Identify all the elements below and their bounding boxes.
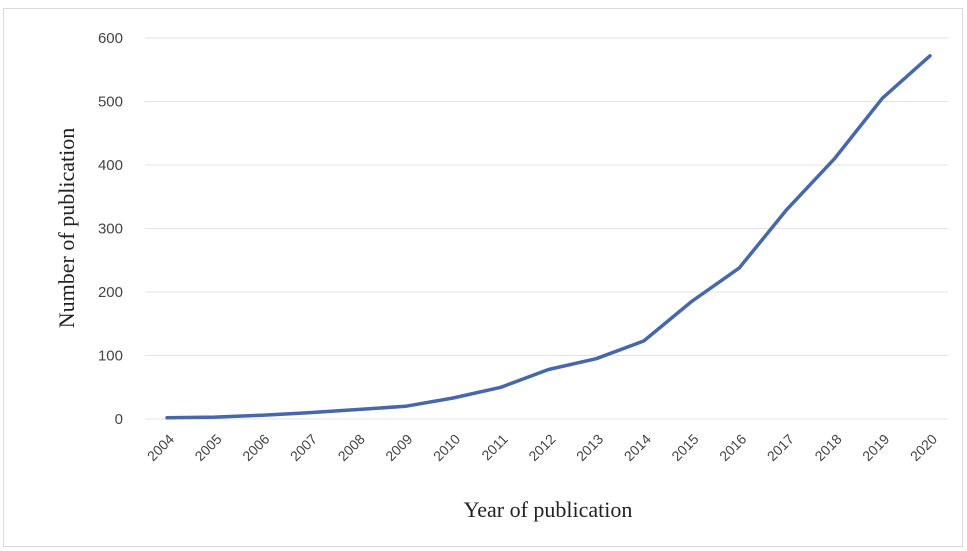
x-tick-label: 2007 [287,431,320,464]
series-line-0 [165,54,932,420]
x-tick-label: 2005 [191,431,224,464]
y-tick-label: 600 [98,30,123,47]
x-tick-label: 2011 [478,431,511,464]
x-tick-label: 2012 [525,431,558,464]
x-tick-label: 2018 [811,431,844,464]
chart-frame [3,8,963,547]
y-axis-title: Number of publication [54,128,79,328]
x-tick-label: 2016 [716,431,749,464]
series-group [165,54,932,420]
gridlines [145,37,948,420]
y-tick-label: 400 [98,157,123,174]
y-tick-label: 500 [98,94,123,111]
x-tick-label: 2019 [859,431,892,464]
x-tick-label: 2020 [907,431,940,464]
x-tick-label: 2014 [621,431,654,464]
y-axis-ticks: 0 100 200 300 400 500 600 [98,30,123,428]
y-tick-label: 0 [115,411,123,428]
x-axis-ticks: 2004 2005 2006 2007 2008 2009 2010 2011 2012 2013… [144,431,940,464]
x-tick-label: 2015 [668,431,701,464]
y-tick-label: 100 [98,348,123,365]
x-tick-label: 2008 [335,431,368,464]
y-tick-label: 200 [98,284,123,301]
x-tick-label: 2004 [144,431,177,464]
x-tick-label: 2006 [239,431,272,464]
y-tick-label: 300 [98,221,123,238]
x-tick-label: 2013 [573,431,606,464]
x-tick-label: 2009 [382,431,415,464]
x-tick-label: 2017 [764,431,797,464]
x-tick-label: 2010 [430,431,463,464]
x-axis-title: Year of publication [464,497,633,522]
